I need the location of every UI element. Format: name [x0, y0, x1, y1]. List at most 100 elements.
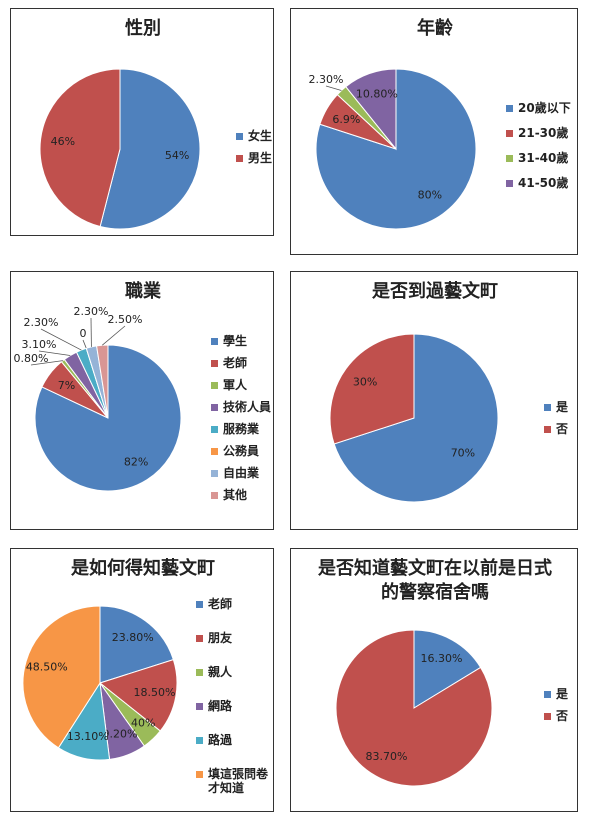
legend-label: 其他 [223, 488, 248, 502]
chart-title: 是否到過藝文町 [372, 281, 498, 302]
data-label: 6.9% [332, 113, 360, 126]
legend-label: 軍人 [223, 378, 248, 392]
legend-swatch [544, 404, 551, 411]
chart-panel: 年齡 80% 6.9% 2.30% 10.80% 20歲以下 21-30歲 31-40歲 41-… [290, 8, 578, 255]
legend-item: 否 [544, 709, 568, 731]
pie-slice [22, 605, 101, 749]
pie-slice [99, 68, 201, 230]
legend-item: 老師 [211, 356, 271, 378]
pie-slice [98, 658, 178, 732]
pie-slice [39, 68, 121, 228]
legend-item: 31-40歲 [506, 151, 571, 176]
legend-label: 自由業 [223, 466, 260, 480]
leader-line [82, 339, 87, 349]
legend-swatch [211, 426, 218, 433]
legend-item: 服務業 [211, 422, 271, 444]
legend-swatch [236, 155, 243, 162]
pie-slice [345, 68, 397, 151]
legend-swatch [211, 382, 218, 389]
legend-item: 軍人 [211, 378, 271, 400]
legend-label: 填這張問卷才知道 [208, 767, 269, 795]
legend-label: 是 [556, 687, 569, 701]
legend-item: 技術人員 [211, 400, 271, 422]
legend-item: 女生 [236, 129, 272, 151]
legend-swatch [211, 492, 218, 499]
legend-item: 老師 [196, 597, 273, 631]
legend-swatch [196, 771, 203, 778]
legend-swatch [544, 713, 551, 720]
chart-title: 是如何得知藝文町 [71, 558, 215, 579]
legend-swatch [196, 703, 203, 710]
legend-swatch [196, 669, 203, 676]
chart-panel: 職業 82% 7% 0.80% 3.10% 2.30% 0 2.30% 2.50% 學生 老師 軍人技… [10, 271, 274, 530]
chart-title: 職業 [125, 281, 161, 302]
legend-label: 服務業 [223, 422, 260, 436]
pie-chart: 16.30% 83.70% [335, 629, 493, 787]
legend-swatch [211, 338, 218, 345]
legend-swatch [506, 130, 513, 137]
data-label: 2.30% [309, 73, 344, 86]
chart-title: 性別 [125, 18, 161, 39]
pie-slice [333, 333, 499, 503]
data-label: 80% [418, 189, 442, 202]
legend: 20歲以下 21-30歲 31-40歲 41-50歲 [506, 101, 571, 201]
legend-item: 否 [544, 422, 568, 444]
legend-swatch [506, 155, 513, 162]
pie-chart: 23.80%18.50%5.40%9.20%13.10%48.50% [22, 605, 178, 761]
leader-line [38, 350, 71, 356]
legend-item: 41-50歲 [506, 176, 571, 201]
legend-label: 老師 [208, 597, 233, 611]
data-label: 9.20% [102, 728, 137, 741]
data-label: 18.50% [134, 686, 176, 699]
legend-swatch [506, 180, 513, 187]
pie-slice [413, 629, 482, 709]
legend-swatch [236, 133, 243, 140]
leader-line [102, 325, 126, 346]
legend-item: 是 [544, 687, 568, 709]
data-label: 0 [80, 327, 87, 340]
pie-slice [99, 605, 174, 684]
chart-panel: 是否知道藝文町在以前是日式的警察宿舍嗎 16.30% 83.70% 是否 [290, 548, 578, 812]
legend-item: 自由業 [211, 466, 271, 488]
data-label: 83.70% [366, 750, 408, 763]
legend-item: 填這張問卷才知道 [196, 767, 273, 801]
data-label: 0.80% [14, 352, 49, 365]
chart-title: 是否知道藝文町在以前是日式的警察宿舍嗎 [318, 558, 552, 603]
legend-item: 網路 [196, 699, 273, 733]
pie-slice [96, 344, 109, 419]
legend-label: 親人 [208, 665, 233, 679]
legend-swatch [196, 737, 203, 744]
legend-label: 是 [556, 400, 569, 414]
legend-swatch [544, 426, 551, 433]
legend-item: 學生 [211, 334, 271, 356]
chart-panel: 是否到過藝文町 70% 30% 是否 [290, 271, 578, 530]
legend-swatch [211, 360, 218, 367]
legend: 老師朋友 親人網路 路過填這張問卷才知道 [196, 597, 273, 801]
data-label: 2.30% [24, 316, 59, 329]
legend-swatch [506, 105, 513, 112]
leader-line [40, 328, 82, 351]
data-label: 2.50% [108, 313, 143, 326]
legend-label: 技術人員 [223, 400, 272, 414]
pie-chart: 82%7%0.80%3.10%2.30%02.30%2.50% [14, 305, 182, 492]
legend-swatch [211, 470, 218, 477]
pie-chart: 54% 46% [39, 68, 201, 230]
legend-label: 學生 [223, 334, 248, 348]
legend: 是否 [544, 687, 568, 731]
data-label: 54% [165, 149, 189, 162]
legend-swatch [196, 635, 203, 642]
legend-item: 其他 [211, 488, 271, 510]
legend: 女生 男生 [236, 129, 272, 173]
legend-label: 公務員 [223, 444, 260, 458]
legend-label: 男生 [248, 151, 273, 165]
legend-label: 21-30歲 [518, 126, 569, 140]
legend-label: 路過 [208, 733, 233, 747]
leader-line [30, 360, 63, 366]
legend-item: 朋友 [196, 631, 273, 665]
pie-slice [335, 629, 493, 787]
data-label: 13.10% [67, 730, 109, 743]
data-label: 7% [58, 379, 75, 392]
legend-item: 公務員 [211, 444, 271, 466]
legend-label: 否 [556, 709, 569, 723]
